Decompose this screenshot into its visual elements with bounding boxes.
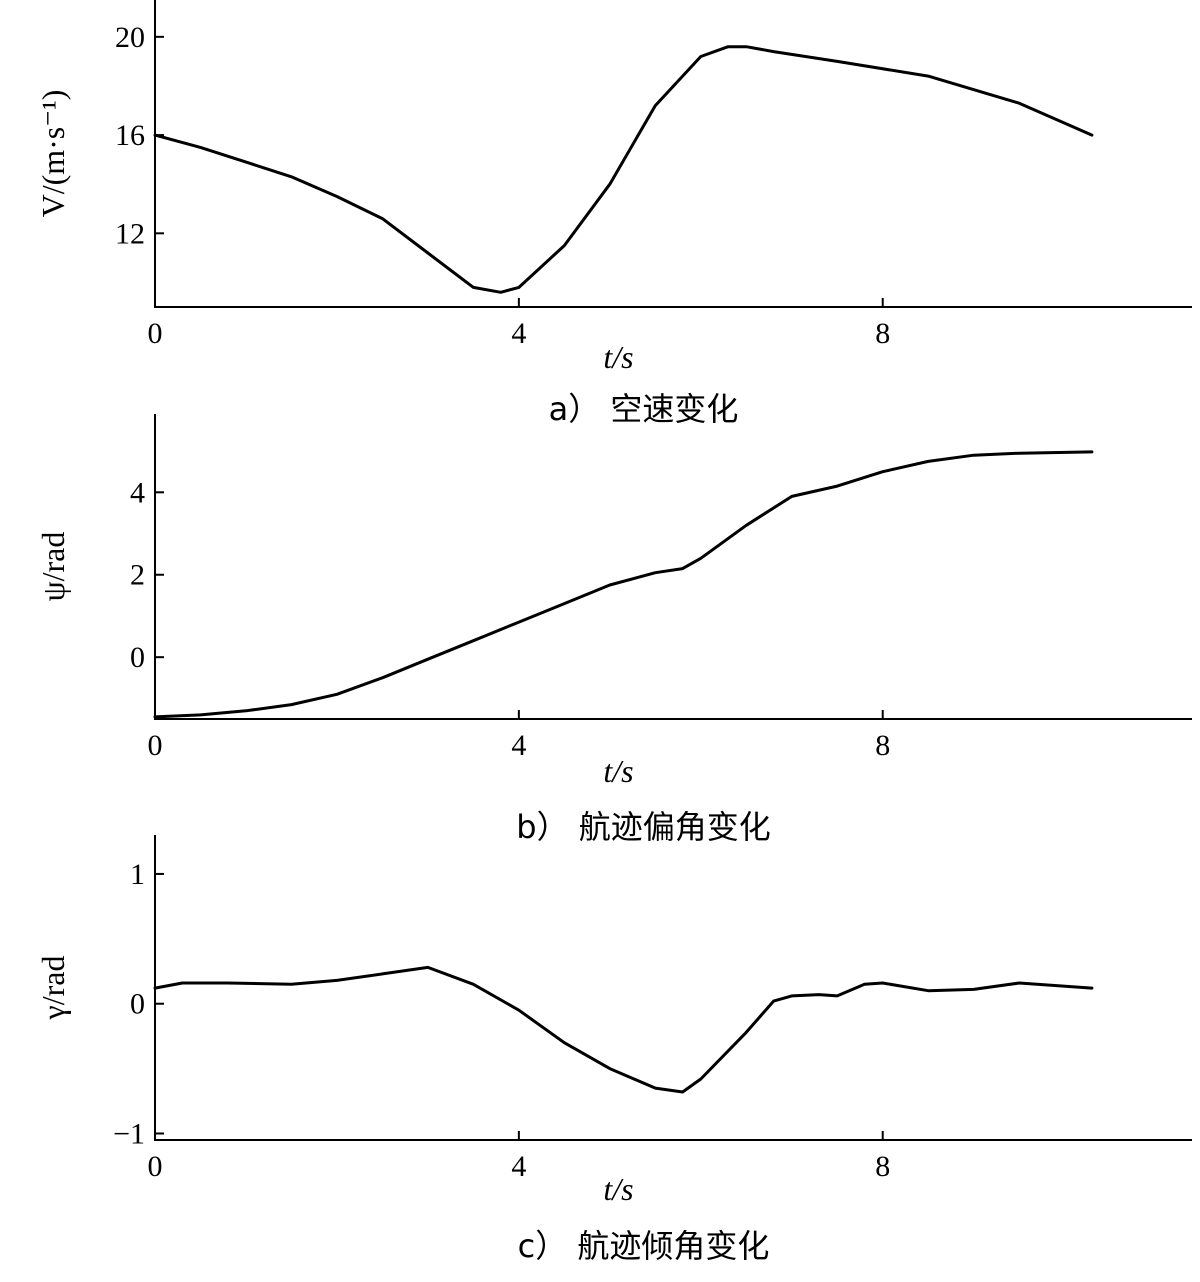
y-tick-label: 2 [130,559,145,592]
panel-b: 0 4 8 0 2 4 t/s ψ/rad b） 航迹偏角变化 [35,414,1192,846]
x-tick-label: 8 [875,729,890,762]
y-tick-label: 16 [115,119,145,152]
axes-b [154,414,1192,720]
y-axis-label: V/(m·s⁻¹) [35,90,71,218]
y-axis-label: ψ/rad [35,532,71,602]
y-tick-label: −1 [113,1118,145,1151]
y-tick-label: 4 [130,476,145,509]
x-tick-label: 4 [511,1150,526,1183]
series-line-c [153,965,1094,1094]
y-tick-label: 0 [130,988,145,1021]
x-axis-label: t/s [603,753,633,789]
panel-a: 0 4 8 12 16 20 t/s V/(m·s⁻¹) a） 空速变化 [35,0,1192,428]
y-axis-label: γ/rad [35,956,71,1021]
x-tick-label: 8 [875,1150,890,1183]
y-tick-label: 0 [130,641,145,674]
caption-c: c） 航迹倾角变化 [518,1227,770,1265]
axes-a [154,0,1192,308]
x-tick-label: 0 [148,1150,163,1183]
series-line-a [153,45,1094,294]
x-axis-label: t/s [603,1171,633,1207]
x-tick-label: 4 [511,729,526,762]
x-tick-label: 8 [875,317,890,350]
axes-c [154,835,1192,1141]
y-tick-label: 12 [115,217,145,250]
x-tick-label: 0 [148,729,163,762]
caption-b: b） 航迹偏角变化 [516,808,771,846]
x-tick-label: 4 [511,317,526,350]
caption-a: a） 空速变化 [549,390,739,428]
x-tick-label: 0 [148,317,163,350]
x-axis-label: t/s [603,339,633,375]
y-tick-label: 20 [115,21,145,54]
y-tick-label: 1 [130,858,145,891]
series-line-b [153,450,1094,719]
